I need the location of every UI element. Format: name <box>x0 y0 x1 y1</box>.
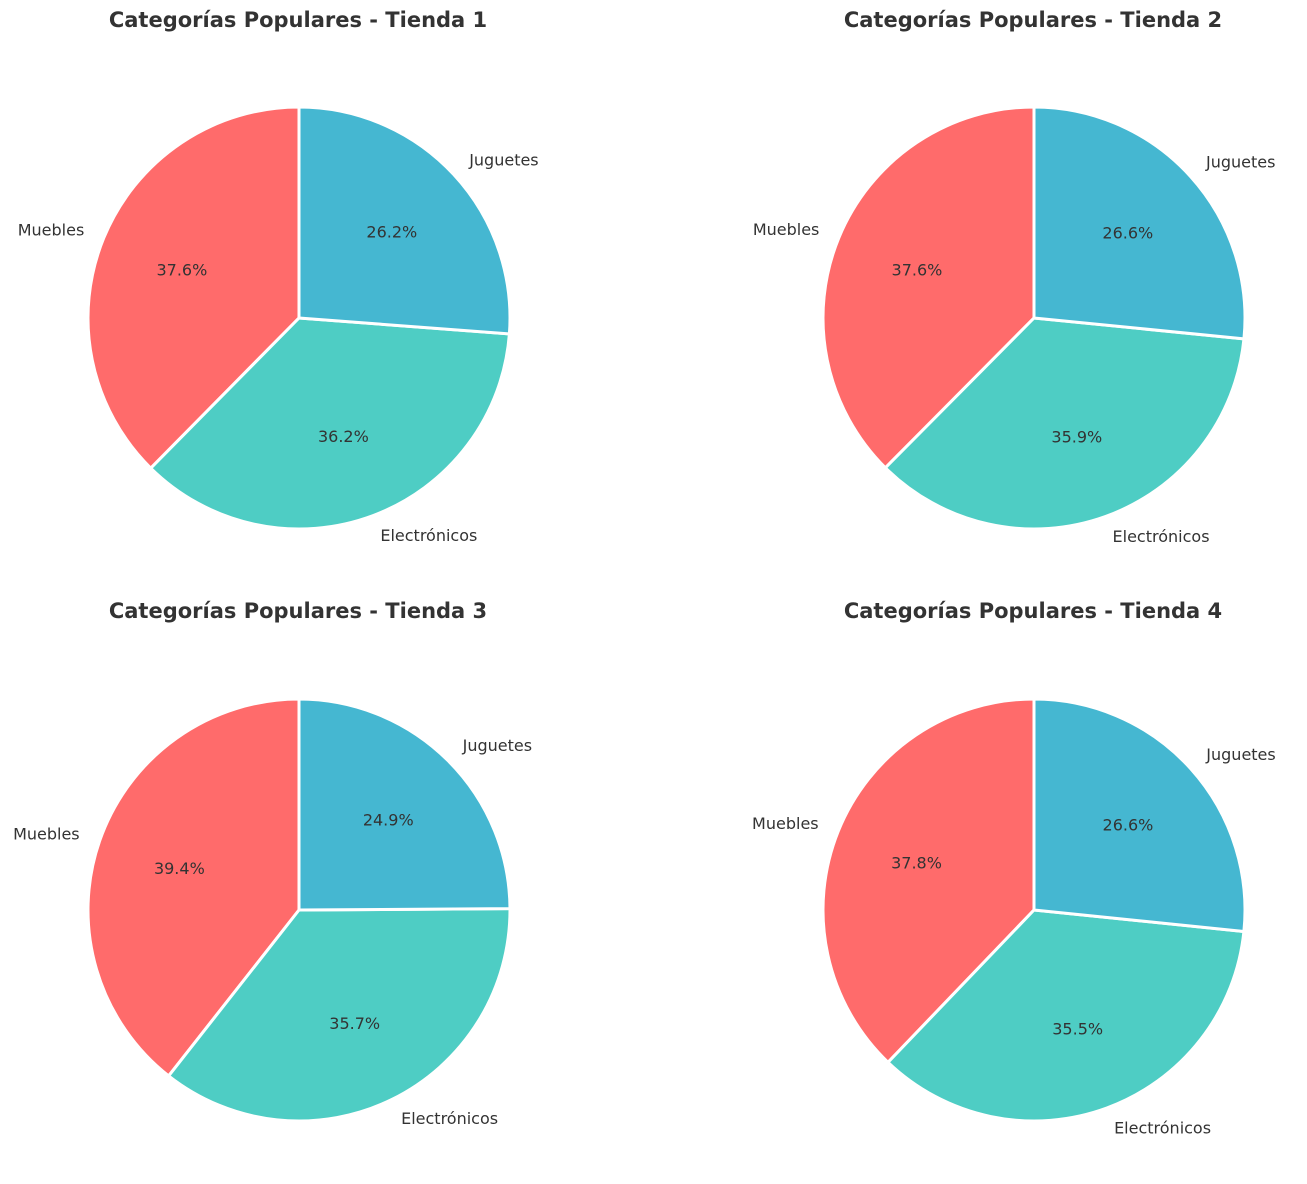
slice-label-juguetes: Juguetes <box>1205 745 1275 764</box>
pie-slice-electronicos <box>883 316 1246 531</box>
slice-label-juguetes: Juguetes <box>468 151 538 170</box>
chart-title: Categorías Populares - Tienda 4 <box>844 599 1222 623</box>
pie-slice-juguetes <box>1032 697 1247 934</box>
slice-label-muebles: Muebles <box>18 220 85 239</box>
slice-label-muebles: Muebles <box>752 814 819 833</box>
slice-label-electronicos: Electrónicos <box>1113 527 1210 546</box>
pie-slice-muebles <box>821 105 1036 470</box>
pct-label-juguetes: 26.6% <box>1102 224 1153 243</box>
slice-label-juguetes: Juguetes <box>462 736 532 755</box>
slice-label-electronicos: Electrónicos <box>380 526 477 545</box>
slice-label-electronicos: Electrónicos <box>401 1109 498 1128</box>
pct-label-juguetes: 26.6% <box>1103 816 1154 835</box>
pct-label-electronicos: 35.7% <box>329 1014 380 1033</box>
pie-slice-juguetes <box>297 697 512 912</box>
pie-slice-muebles <box>86 105 301 470</box>
pie-slice-electronicos <box>167 907 512 1123</box>
slice-label-juguetes: Juguetes <box>1205 153 1275 172</box>
pie-slice-muebles <box>86 697 301 1078</box>
pie-panel-tienda-1: Muebles 37.6% Electrónicos 36.2% Juguetes 26.… <box>18 8 539 545</box>
slice-label-muebles: Muebles <box>13 825 80 844</box>
chart-title: Categorías Populares - Tienda 1 <box>109 8 487 32</box>
pie-slice-juguetes <box>297 105 512 336</box>
slice-label-electronicos: Electrónicos <box>1114 1118 1211 1137</box>
pct-label-juguetes: 24.9% <box>363 811 414 830</box>
pie-panel-tienda-2: Muebles 37.6% Electrónicos 35.9% Juguetes 26.… <box>753 8 1276 546</box>
pct-label-muebles: 37.6% <box>892 260 943 279</box>
pct-label-electronicos: 35.5% <box>1052 1019 1103 1038</box>
pie-slice-electronicos <box>886 908 1246 1123</box>
pct-label-muebles: 37.6% <box>156 260 207 279</box>
pct-label-juguetes: 26.2% <box>366 222 417 241</box>
chart-title: Categorías Populares - Tienda 3 <box>109 599 487 623</box>
pie-panel-tienda-4: Muebles 37.8% Electrónicos 35.5% Juguetes 26.… <box>752 599 1276 1137</box>
pie-panel-tienda-3: Muebles 39.4% Electrónicos 35.7% Juguetes 24.… <box>13 599 532 1128</box>
pct-label-electronicos: 36.2% <box>318 427 369 446</box>
slice-label-muebles: Muebles <box>753 220 820 239</box>
pie-slice-muebles <box>821 697 1036 1064</box>
pie-slice-juguetes <box>1032 105 1247 341</box>
pct-label-muebles: 37.8% <box>891 853 942 872</box>
pct-label-muebles: 39.4% <box>154 859 205 878</box>
chart-title: Categorías Populares - Tienda 2 <box>844 8 1222 32</box>
pie-slice-electronicos <box>149 316 511 531</box>
pct-label-electronicos: 35.9% <box>1051 428 1102 447</box>
